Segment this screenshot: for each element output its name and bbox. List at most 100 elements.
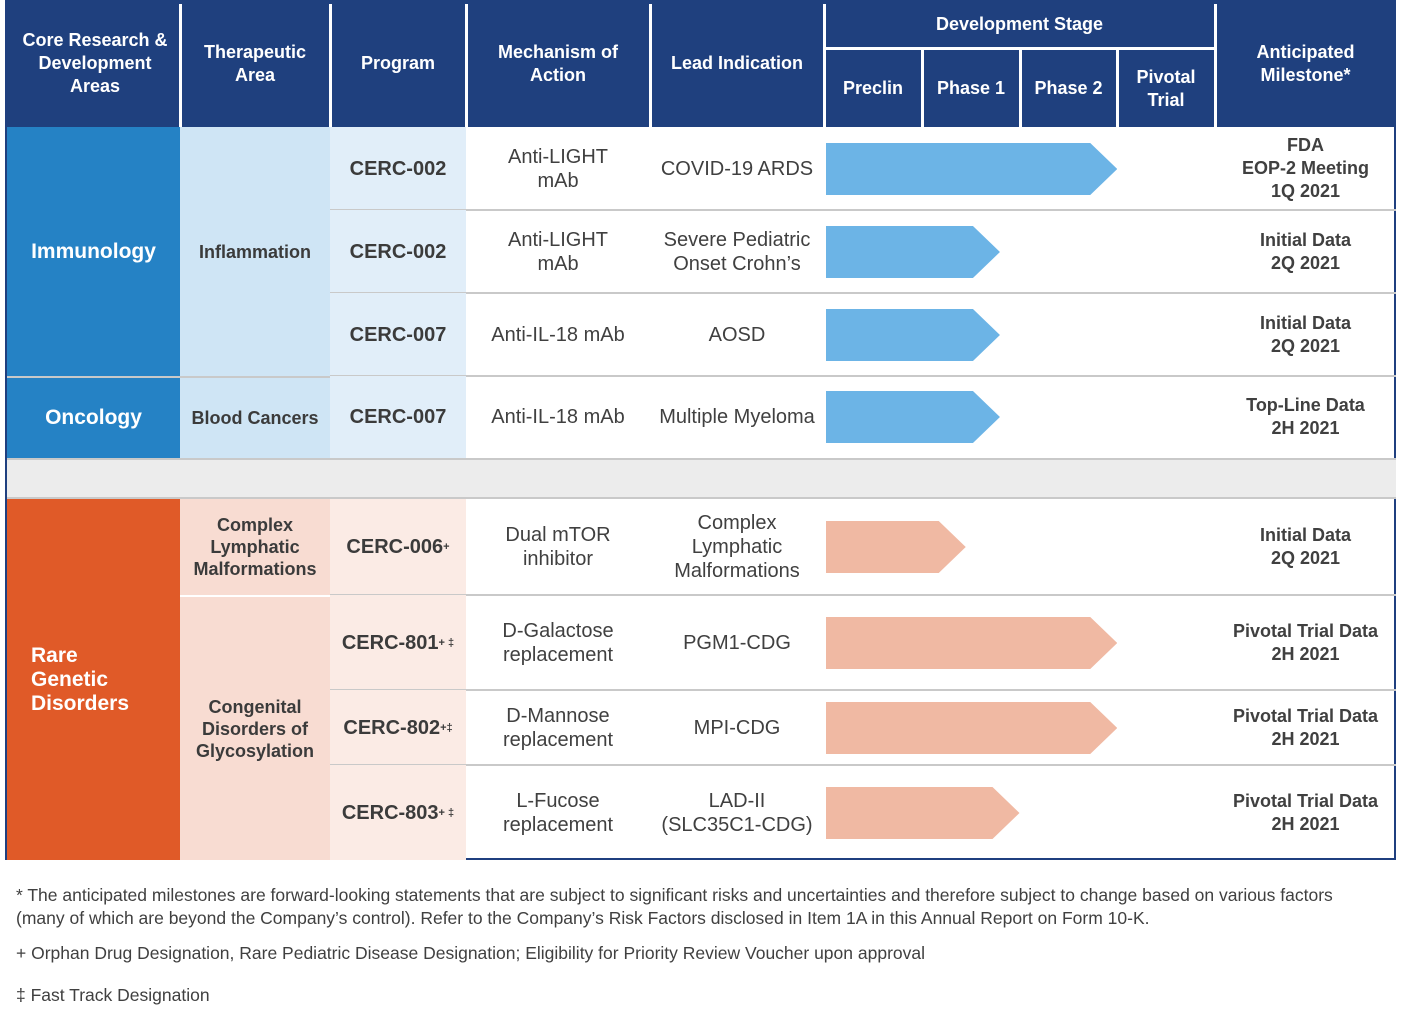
milestone-cell-text: Pivotal Trial Data 2H 2021 [1232, 620, 1379, 664]
footnote-milestone: * The anticipated milestones are forward… [16, 885, 1333, 928]
row-divider [7, 458, 1396, 460]
arrow-shape [826, 225, 1000, 278]
arrow-shape [826, 308, 1000, 361]
milestone-cell: Initial Data 2Q 2021 [1215, 210, 1396, 293]
header-areas-text: Core Research & Development Areas [22, 30, 168, 96]
program-cell: CERC-002 [330, 210, 466, 293]
header-divider [179, 4, 182, 127]
designation-marks: + ‡ [438, 636, 455, 649]
arrow-shape [826, 391, 1000, 443]
header-stage-2-text: Phase 2 [1034, 78, 1103, 98]
stage-progress-arrow [826, 616, 1118, 669]
stage-progress-arrow [826, 225, 1000, 278]
designation-marks: + [443, 541, 450, 553]
mechanism-cell: Anti-LIGHT mAb [466, 210, 650, 293]
mechanism-cell: D-Mannose replacement [466, 690, 650, 765]
mechanism-cell: Dual mTOR inhibitor [466, 499, 650, 595]
indication-cell: LAD-II (SLC35C1-CDG) [650, 765, 824, 860]
mechanism-cell-text: Anti-IL-18 mAb [491, 406, 625, 428]
milestone-cell-text: Initial Data 2Q 2021 [1259, 312, 1352, 356]
arrow-shape [826, 701, 1118, 754]
header-milestone-text: Anticipated Milestone* [1256, 41, 1355, 85]
program-name: CERC-007 [349, 406, 447, 428]
milestone-cell: Pivotal Trial Data 2H 2021 [1215, 595, 1396, 690]
area-oncology-text: Oncology [45, 406, 142, 429]
milestone-cell: Initial Data 2Q 2021 [1215, 499, 1396, 595]
mechanism-cell: L-Fucose replacement [466, 765, 650, 860]
indication-cell-text: Multiple Myeloma [659, 406, 815, 428]
header-program: Program [330, 0, 466, 127]
header-indication: Lead Indication [650, 0, 824, 127]
row-divider [7, 497, 1396, 499]
milestone-cell: Initial Data 2Q 2021 [1215, 293, 1396, 376]
program-cell: CERC-802 +‡ [330, 690, 466, 765]
therapeutic-cdg: Congenital Disorders of Glycosylation [180, 595, 330, 860]
indication-cell-text: Severe Pediatric Onset Crohn’s [663, 228, 811, 275]
header-mechanism: Mechanism of Action [466, 0, 650, 127]
milestone-cell-text: FDA EOP-2 Meeting 1Q 2021 [1241, 135, 1370, 201]
area-oncology: Oncology [7, 376, 180, 458]
program-cell: CERC-002 [330, 127, 466, 210]
row-divider [330, 689, 1396, 691]
indication-cell: COVID-19 ARDS [650, 127, 824, 210]
milestone-cell-text: Initial Data 2Q 2021 [1259, 525, 1352, 568]
area-immunology: Immunology [7, 127, 180, 376]
row-divider [330, 292, 1396, 294]
milestone-cell-text: Pivotal Trial Data 2H 2021 [1232, 705, 1379, 749]
header-dev-stage: Development Stage [824, 0, 1215, 48]
header-divider [1214, 4, 1217, 127]
area-rare-genetic: Rare Genetic Disorders [7, 499, 180, 860]
row-divider [330, 209, 1396, 211]
indication-cell: Multiple Myeloma [650, 376, 824, 458]
therapeutic-clm: Complex Lymphatic Malformations [180, 499, 330, 595]
footnote-orphan: + Orphan Drug Designation, Rare Pediatri… [16, 943, 926, 963]
program-name: CERC-007 [349, 323, 447, 346]
header-stage-2: Phase 2 [1020, 50, 1117, 127]
milestone-cell: Pivotal Trial Data 2H 2021 [1215, 765, 1396, 860]
mechanism-cell-text: Anti-LIGHT mAb [507, 145, 609, 192]
stage-progress-arrow [826, 142, 1118, 195]
arrow-shape [826, 786, 1020, 839]
header-dev-stage-text: Development Stage [935, 13, 1104, 34]
therapeutic-clm-text: Complex Lymphatic Malformations [193, 515, 317, 579]
header-stage-3: Pivotal Trial [1117, 50, 1215, 127]
program-cell: CERC-007 [330, 376, 466, 458]
stage-progress-arrow [826, 391, 1000, 443]
header-divider [1019, 50, 1022, 127]
header-divider [921, 50, 924, 127]
mechanism-cell-text: D-Mannose replacement [502, 704, 614, 751]
section-gap [7, 458, 1396, 499]
mechanism-cell: D-Galactose replacement [466, 595, 650, 690]
header-therapeutic-text: Therapeutic Area [203, 41, 307, 85]
pipeline-table: Core Research & Development Areas Therape… [5, 0, 1396, 860]
header-indication-text: Lead Indication [670, 53, 803, 73]
mechanism-cell-text: Anti-LIGHT mAb [507, 228, 609, 275]
therapeutic-inflammation-text: Inflammation [198, 241, 311, 262]
program-cell: CERC-006 + [330, 499, 466, 595]
milestone-cell: FDA EOP-2 Meeting 1Q 2021 [1215, 127, 1396, 210]
area-rare-genetic-text: Rare Genetic Disorders [31, 643, 130, 715]
milestone-cell-text: Initial Data 2Q 2021 [1259, 229, 1352, 273]
therapeutic-blood-cancers-text: Blood Cancers [191, 408, 319, 428]
program-cell: CERC-803 + ‡ [330, 765, 466, 860]
header-divider [1116, 50, 1119, 127]
indication-cell-text: AOSD [708, 323, 766, 346]
header-stage-1-text: Phase 1 [936, 78, 1006, 98]
stage-progress-arrow [826, 701, 1118, 754]
milestone-cell: Top-Line Data 2H 2021 [1215, 376, 1396, 458]
therapeutic-blood-cancers: Blood Cancers [180, 376, 330, 458]
indication-cell-text: PGM1-CDG [683, 631, 791, 654]
indication-cell: Severe Pediatric Onset Crohn’s [650, 210, 824, 293]
program-name: CERC-803 [341, 801, 439, 824]
header-divider [824, 47, 1215, 50]
arrow-shape [826, 521, 966, 573]
milestone-cell: Pivotal Trial Data 2H 2021 [1215, 690, 1396, 765]
program-name: CERC-006 [346, 536, 444, 558]
indication-cell: Complex Lymphatic Malformations [650, 499, 824, 595]
header-divider [649, 4, 652, 127]
header-stage-1: Phase 1 [922, 50, 1020, 127]
program-cell: CERC-801 + ‡ [330, 595, 466, 690]
stage-progress-arrow [826, 308, 1000, 361]
designation-marks: + ‡ [438, 806, 455, 819]
program-name: CERC-802 [343, 716, 441, 739]
